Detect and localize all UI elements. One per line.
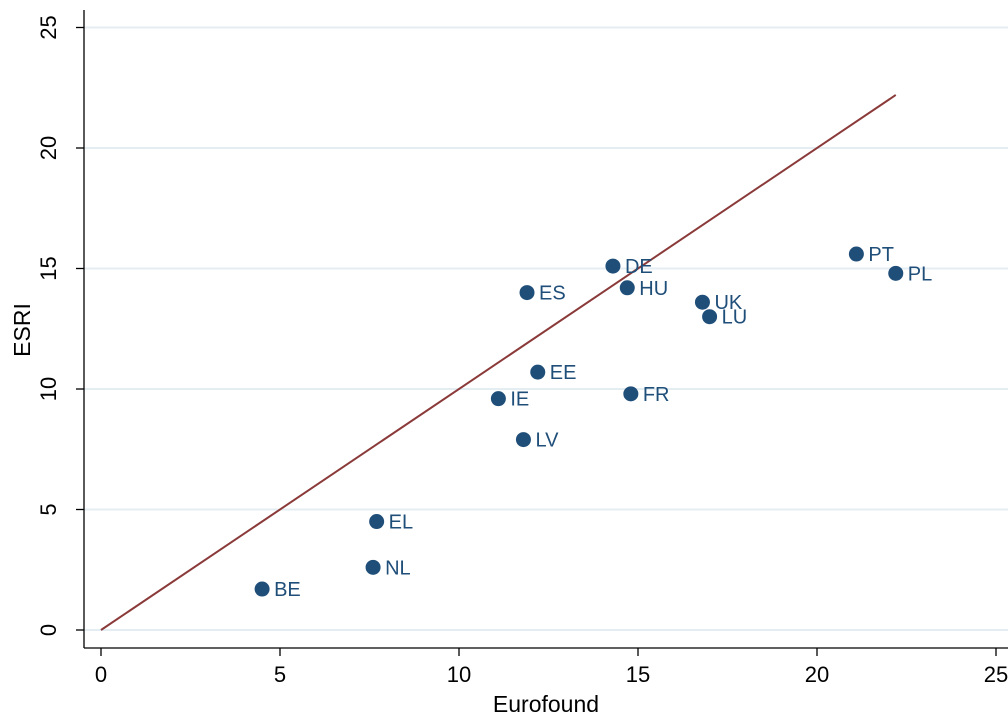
point-label: PT	[868, 244, 894, 266]
y-axis-label: ESRI	[9, 303, 35, 357]
data-point	[888, 265, 904, 281]
y-tick-label: 5	[36, 503, 61, 515]
x-tick-label: 20	[805, 662, 829, 687]
x-tick-label: 25	[984, 662, 1008, 687]
data-point	[519, 285, 535, 301]
y-tick-label: 25	[36, 15, 61, 39]
point-label: EL	[389, 512, 413, 534]
point-label: EE	[550, 362, 577, 384]
data-point	[365, 559, 381, 575]
point-label: DE	[625, 256, 653, 278]
data-point	[694, 294, 710, 310]
data-point	[530, 364, 546, 380]
point-label: BE	[274, 579, 301, 601]
data-point	[515, 432, 531, 448]
data-point	[619, 280, 635, 296]
point-label: HU	[639, 278, 668, 300]
point-label: PL	[908, 263, 932, 285]
data-point	[848, 246, 864, 262]
data-point	[369, 514, 385, 530]
point-label: UK	[714, 292, 742, 314]
x-tick-label: 0	[95, 662, 107, 687]
point-label: LU	[722, 307, 748, 329]
x-tick-label: 5	[274, 662, 286, 687]
x-axis-ticks: 0 5 10 15 20 25	[95, 648, 1008, 687]
y-tick-label: 10	[36, 377, 61, 401]
y-axis-ticks: 0 5 10 15 20 25	[36, 15, 84, 636]
point-label: ES	[539, 283, 566, 305]
data-point	[490, 391, 506, 407]
data-point	[605, 258, 621, 274]
grid-lines	[84, 26, 1008, 631]
reference-line	[100, 94, 897, 631]
point-label: NL	[385, 557, 411, 579]
y-tick-label: 15	[36, 256, 61, 280]
y-tick-label: 20	[36, 136, 61, 160]
y-tick-label: 0	[36, 624, 61, 636]
x-tick-label: 10	[447, 662, 471, 687]
data-point	[623, 386, 639, 402]
point-label: IE	[510, 389, 529, 411]
point-label: FR	[643, 384, 670, 406]
point-label: LV	[535, 430, 559, 452]
x-tick-label: 15	[626, 662, 650, 687]
data-point	[254, 581, 270, 597]
x-axis-label: Eurofound	[493, 691, 599, 717]
data-point	[702, 309, 718, 325]
